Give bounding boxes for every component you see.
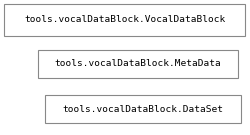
Text: tools.vocalDataBlock.VocalDataBlock: tools.vocalDataBlock.VocalDataBlock xyxy=(24,16,225,24)
FancyBboxPatch shape xyxy=(45,95,240,123)
FancyBboxPatch shape xyxy=(38,50,237,78)
FancyBboxPatch shape xyxy=(4,4,244,36)
Text: tools.vocalDataBlock.DataSet: tools.vocalDataBlock.DataSet xyxy=(62,104,222,114)
Text: tools.vocalDataBlock.MetaData: tools.vocalDataBlock.MetaData xyxy=(54,60,220,68)
